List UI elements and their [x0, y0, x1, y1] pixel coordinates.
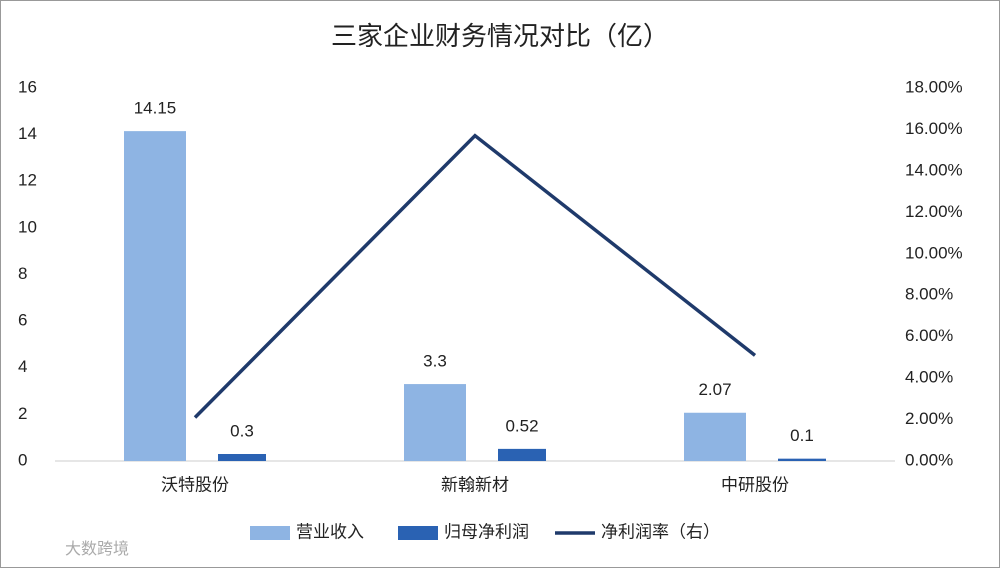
- y-tick-label: 0: [18, 450, 27, 469]
- bar: [218, 454, 266, 461]
- line: [193, 133, 757, 419]
- y2-tick-label: 6.00%: [905, 326, 953, 345]
- y2-tick-label: 12.00%: [905, 202, 963, 221]
- bar: [124, 131, 186, 462]
- bar: [778, 458, 826, 461]
- y2-tick-label: 18.00%: [905, 77, 963, 96]
- y2-tick-label: 0.00%: [905, 450, 953, 469]
- y2-tick-label: 14.00%: [905, 160, 963, 179]
- y-tick-label: 6: [18, 311, 27, 330]
- value-label: 0.1: [790, 426, 814, 445]
- y-tick-label: 14: [18, 124, 37, 143]
- x-tick-label: 沃特股份: [161, 475, 229, 494]
- y-tick-label: 4: [18, 357, 27, 376]
- bar: [404, 384, 466, 461]
- legend-label: 净利润率（右）: [601, 522, 720, 541]
- legend-swatch: [398, 526, 438, 540]
- value-label: 2.07: [698, 380, 731, 399]
- y2-tick-label: 16.00%: [905, 119, 963, 138]
- y-tick-label: 12: [18, 171, 37, 190]
- y-tick-label: 8: [18, 264, 27, 283]
- legend-swatch: [250, 526, 290, 540]
- y-tick-label: 10: [18, 217, 37, 236]
- y2-tick-label: 4.00%: [905, 368, 953, 387]
- value-label: 0.3: [230, 421, 254, 440]
- value-label: 3.3: [423, 352, 447, 371]
- y2-tick-label: 10.00%: [905, 243, 963, 262]
- legend-label: 归母净利润: [444, 522, 529, 541]
- watermark: 大数跨境: [65, 539, 129, 558]
- value-label: 0.52: [505, 416, 538, 435]
- value-label: 14.15: [134, 99, 177, 118]
- bar: [498, 448, 546, 461]
- y2-tick-label: 8.00%: [905, 285, 953, 304]
- chart-title: 三家企业财务情况对比（亿）: [331, 21, 669, 51]
- y-tick-label: 2: [18, 404, 27, 423]
- x-tick-label: 中研股份: [721, 475, 789, 494]
- x-tick-label: 新翰新材: [441, 475, 509, 494]
- y2-tick-label: 2.00%: [905, 409, 953, 428]
- y-tick-label: 16: [18, 77, 37, 96]
- bar: [684, 412, 746, 461]
- legend-label: 营业收入: [296, 522, 364, 541]
